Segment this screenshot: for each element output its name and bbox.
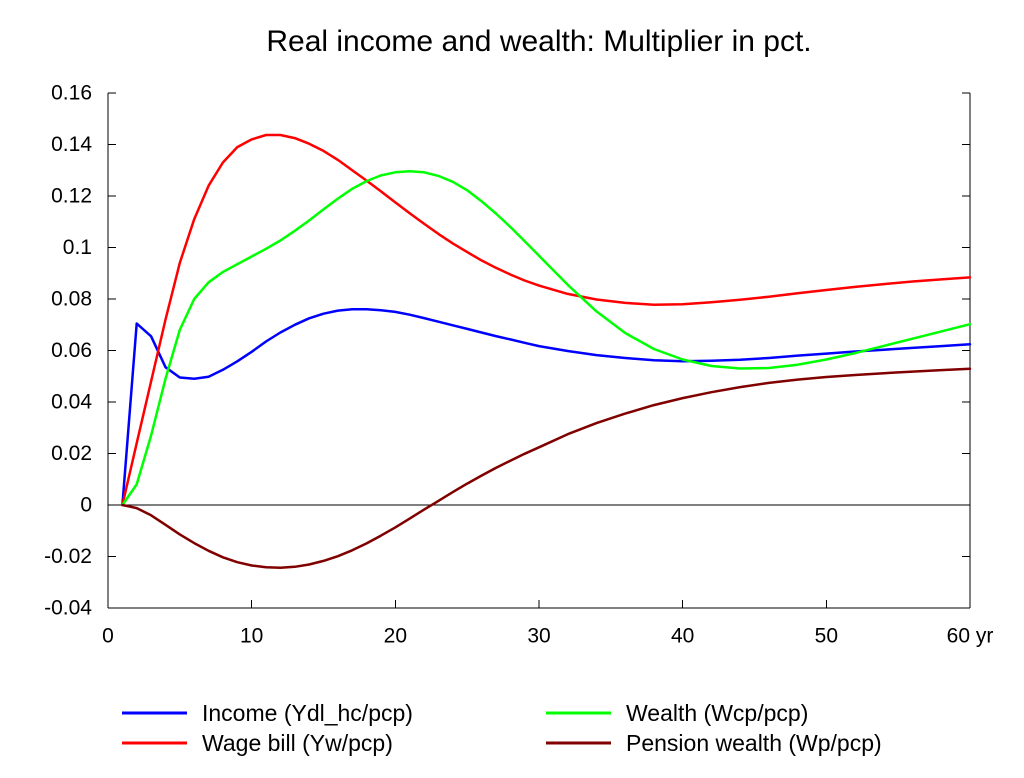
legend-label-income: Income (Ydl_hc/pcp) — [202, 700, 413, 726]
x-tick-label: 60 yr — [947, 625, 994, 648]
x-tick-label: 10 — [240, 625, 263, 648]
y-tick-label: 0.16 — [51, 82, 92, 105]
x-tick-label: 40 — [671, 625, 694, 648]
wage-bill-line — [121, 133, 972, 507]
y-tick-label: 0.14 — [51, 133, 92, 156]
pension-wealth-line — [121, 367, 972, 570]
y-tick-label: 0.12 — [51, 185, 92, 208]
legend-item-pension-wealth: Pension wealth (Wp/pcp) — [546, 730, 882, 756]
y-tick-label: -0.02 — [44, 545, 92, 568]
plot-lines — [121, 133, 972, 570]
y-tick-label: 0 — [80, 494, 92, 517]
x-tick-label: 20 — [384, 625, 407, 648]
legend: Income (Ydl_hc/pcp) Wage bill (Yw/pcp) Wea… — [122, 700, 882, 756]
y-tick-label: 0.04 — [51, 391, 92, 414]
y-tick-label: 0.1 — [63, 236, 92, 259]
legend-label-pension-wealth: Pension wealth (Wp/pcp) — [626, 730, 882, 756]
x-tick-label: 50 — [815, 625, 838, 648]
wealth-line — [121, 170, 972, 507]
x-tick-label: 30 — [527, 625, 550, 648]
chart-title: Real income and wealth: Multiplier in pc… — [266, 25, 811, 58]
y-tick-label: 0.08 — [51, 288, 92, 311]
y-tick-label: -0.04 — [44, 597, 92, 620]
legend-item-income: Income (Ydl_hc/pcp) — [122, 700, 413, 726]
y-tick-label: 0.06 — [51, 339, 92, 362]
x-tick-label: 0 — [102, 625, 114, 648]
legend-label-wage-bill: Wage bill (Yw/pcp) — [202, 730, 393, 756]
y-tick-label: 0.02 — [51, 442, 92, 465]
legend-label-wealth: Wealth (Wcp/pcp) — [626, 700, 808, 726]
legend-item-wage-bill: Wage bill (Yw/pcp) — [122, 730, 393, 756]
axes: 0.16 0.14 0.12 0.1 0.08 0.06 0.04 0.02 0 -0.02 -0.… — [44, 82, 993, 648]
legend-item-wealth: Wealth (Wcp/pcp) — [546, 700, 808, 726]
income-line — [121, 308, 972, 507]
